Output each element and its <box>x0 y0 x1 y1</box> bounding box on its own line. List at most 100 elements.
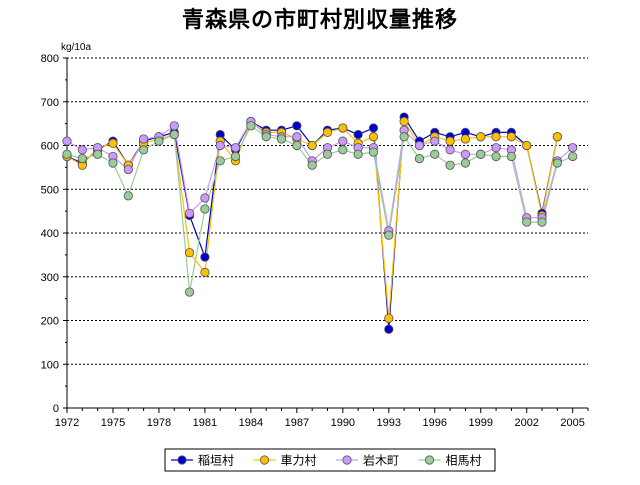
data-point-series-4 <box>399 132 409 142</box>
data-point-series-2 <box>184 248 195 258</box>
data-point-series-4 <box>200 204 210 214</box>
data-point-series-4 <box>246 121 256 131</box>
data-point-series-3 <box>200 193 210 203</box>
data-point-series-3 <box>445 145 455 155</box>
data-point-series-4 <box>307 160 317 170</box>
data-point-series-2 <box>384 313 394 323</box>
data-point-series-4 <box>215 156 225 166</box>
data-point-series-3 <box>460 149 471 159</box>
legend-box <box>164 448 496 472</box>
series-line-4 <box>66 124 573 293</box>
legend-label-2: 車力村 <box>281 454 317 468</box>
y-axis-unit: kg/10a <box>61 42 91 53</box>
chart-title: 青森県の市町村別収量推移 <box>181 8 458 33</box>
x-tick-label: 1975 <box>101 417 125 429</box>
data-point-series-4 <box>292 140 302 151</box>
data-point-series-4 <box>537 217 547 227</box>
data-point-series-4 <box>123 191 133 201</box>
data-point-series-3 <box>215 140 225 151</box>
data-point-series-3 <box>292 132 302 142</box>
data-point-series-4 <box>276 134 287 144</box>
data-point-series-3 <box>430 136 440 146</box>
data-point-series-2 <box>522 140 532 151</box>
data-point-series-2 <box>491 132 501 142</box>
data-point-series-4 <box>184 287 195 297</box>
x-tick-label: 1990 <box>331 417 355 429</box>
data-point-series-4 <box>108 158 118 168</box>
data-point-series-3 <box>491 143 501 153</box>
data-point-series-1 <box>292 121 302 131</box>
y-tick-label: 600 <box>41 141 59 153</box>
x-tick-label: 1987 <box>285 417 309 429</box>
data-point-series-2 <box>368 132 379 142</box>
data-point-series-2 <box>460 134 471 144</box>
data-point-series-1 <box>384 324 394 334</box>
data-point-series-2 <box>200 267 210 277</box>
data-point-series-4 <box>384 230 394 240</box>
data-point-series-4 <box>261 132 271 142</box>
legend-marker-4 <box>424 455 435 465</box>
data-point-series-4 <box>552 158 562 168</box>
data-point-series-4 <box>353 149 363 159</box>
data-point-series-4 <box>62 149 72 159</box>
y-tick-label: 300 <box>41 272 59 284</box>
series-line-3 <box>66 120 574 231</box>
data-point-series-4 <box>568 151 578 162</box>
x-tick-label: 2005 <box>560 417 584 429</box>
data-point-series-4 <box>338 145 348 155</box>
legend: 稲垣村 車力村 岩木町 相馬村 <box>164 448 496 472</box>
data-point-series-3 <box>77 145 87 155</box>
legend-marker-1 <box>177 455 187 465</box>
data-point-series-3 <box>139 134 149 144</box>
series-layer <box>62 112 578 334</box>
grid-layer <box>67 57 588 365</box>
x-tick-label: 1978 <box>147 417 171 429</box>
data-point-series-2 <box>552 132 562 142</box>
data-point-series-2 <box>506 132 516 142</box>
data-point-series-3 <box>414 140 425 151</box>
data-point-series-4 <box>230 151 241 162</box>
x-tick-label: 1993 <box>377 417 401 429</box>
data-point-series-2 <box>476 132 486 142</box>
data-point-series-4 <box>414 154 425 164</box>
data-point-series-3 <box>62 136 72 146</box>
x-tick-label: 1972 <box>55 417 79 429</box>
y-tick-label: 800 <box>41 53 59 65</box>
legend-marker-3 <box>342 455 352 465</box>
data-point-series-4 <box>169 129 179 140</box>
x-tick-label: 1999 <box>468 417 492 429</box>
data-point-series-3 <box>123 164 133 175</box>
data-point-series-3 <box>169 121 179 131</box>
legend-label-1: 稲垣村 <box>198 454 234 468</box>
data-point-series-4 <box>491 151 501 162</box>
legend-marker-2 <box>259 455 270 465</box>
data-point-series-1 <box>368 123 379 133</box>
data-point-series-3 <box>184 208 195 218</box>
y-tick-label: 400 <box>41 228 59 240</box>
data-point-series-1 <box>200 252 210 262</box>
data-point-series-4 <box>368 147 379 157</box>
x-tick-label: 1981 <box>193 417 217 429</box>
data-point-series-4 <box>445 160 455 170</box>
y-tick-label: 0 <box>53 403 59 415</box>
data-point-series-4 <box>93 149 103 159</box>
data-point-series-1 <box>353 129 363 140</box>
legend-label-4: 相馬村 <box>446 454 482 468</box>
data-point-series-4 <box>322 149 333 159</box>
y-tick-label: 100 <box>41 359 59 371</box>
data-point-series-4 <box>77 154 87 164</box>
data-point-series-4 <box>430 149 440 159</box>
data-point-series-4 <box>460 158 471 168</box>
data-point-series-2 <box>322 127 333 137</box>
data-point-series-3 <box>338 136 348 146</box>
y-tick-label: 200 <box>41 316 59 328</box>
data-point-series-2 <box>445 136 455 146</box>
data-point-series-4 <box>139 145 149 155</box>
data-point-series-4 <box>476 149 486 159</box>
data-point-series-4 <box>522 217 532 227</box>
legend-label-3: 岩木町 <box>363 453 399 468</box>
data-point-series-2 <box>399 116 409 127</box>
x-tick-label: 1984 <box>239 417 263 429</box>
